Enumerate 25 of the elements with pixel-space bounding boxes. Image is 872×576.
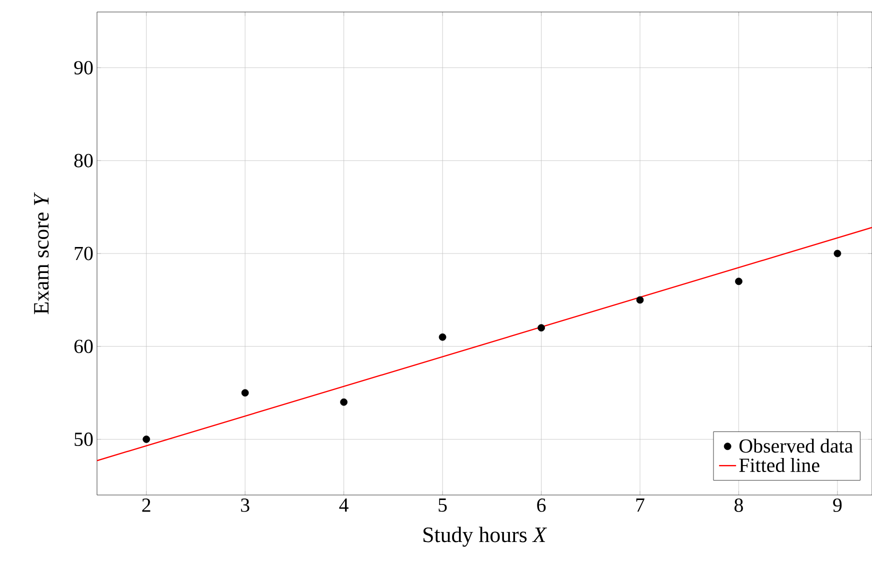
legend-label: Observed data [739,438,853,453]
y-tick-label: 90 [74,61,93,74]
point [834,250,842,258]
x-axis-title: Study hours X [424,526,547,547]
point [538,324,545,332]
x-tick-label: 9 [833,498,842,512]
x-tick-label: 4 [339,498,348,512]
point [340,398,348,406]
y-tick-label: 50 [74,432,93,446]
x-tick-label: 7 [636,498,644,512]
x-tick-label: 8 [734,498,743,512]
y-tick-label: 60 [74,340,93,354]
y-tick-label: 80 [74,154,93,168]
x-tick-label: 3 [241,498,250,512]
x-tick-label: 5 [438,498,447,512]
point [636,296,644,304]
point [735,278,742,286]
x-tick-label: 6 [537,498,546,512]
y-tick-label: 70 [74,246,93,260]
x-tick-label: 2 [142,498,150,512]
y-axis-title: Exam score Y [34,192,49,314]
legend-label: Fitted line [739,458,820,472]
point [241,389,249,397]
point [142,436,150,443]
point [438,333,446,341]
